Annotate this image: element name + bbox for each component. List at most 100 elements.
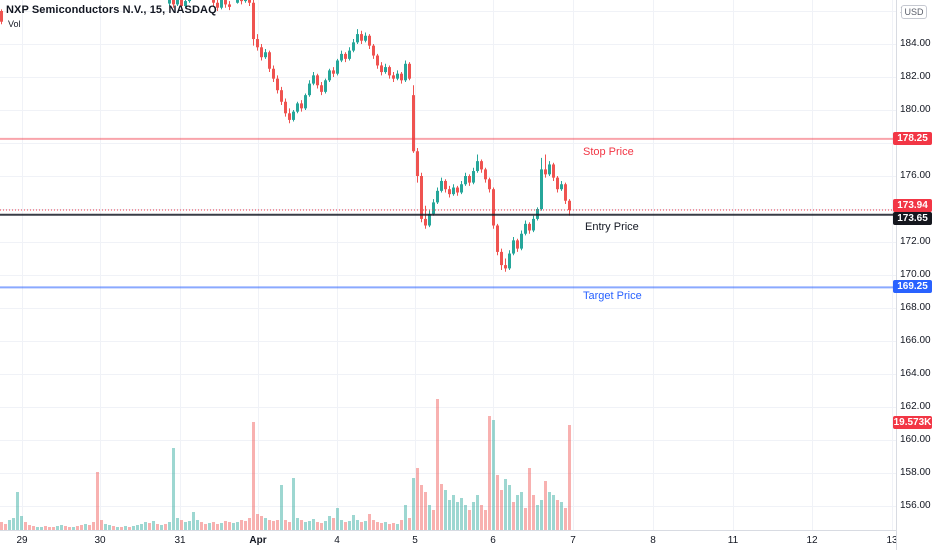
candle-body xyxy=(256,39,259,48)
time-axis[interactable]: 29 30 31 Apr 4 5 6 7 8 11 12 13 xyxy=(0,530,932,550)
time-axis-label: 11 xyxy=(727,535,739,546)
time-axis-label: 31 xyxy=(174,535,186,546)
volume-bar xyxy=(308,521,311,530)
time-axis-label: 8 xyxy=(650,535,656,546)
volume-bar xyxy=(112,526,115,530)
candle-body xyxy=(432,202,435,214)
volume-bar xyxy=(352,515,355,530)
candle-body xyxy=(220,0,223,8)
volume-bar xyxy=(160,525,163,530)
volume-bar xyxy=(16,492,19,530)
volume-bar xyxy=(0,522,3,530)
volume-bar xyxy=(136,525,139,530)
candle-body xyxy=(372,45,375,56)
candle-body xyxy=(524,223,527,234)
candle-body xyxy=(356,34,359,43)
volume-bar xyxy=(296,518,299,530)
volume-bar xyxy=(100,520,103,530)
volume-bar xyxy=(80,525,83,530)
volume-bar xyxy=(24,522,27,530)
volume-bar xyxy=(208,523,211,530)
candle-body xyxy=(404,63,407,81)
volume-bar xyxy=(188,521,191,530)
stop-price-badge: 178.25 xyxy=(893,132,932,145)
candle-body xyxy=(0,11,3,22)
candle-body xyxy=(228,4,231,7)
candle-body xyxy=(224,0,227,5)
candle-body xyxy=(552,164,555,178)
volume-bar xyxy=(316,522,319,530)
candle-body xyxy=(184,1,187,7)
volume-bar xyxy=(224,521,227,530)
stop-price-label: Stop Price xyxy=(583,146,634,158)
candle-body xyxy=(540,169,543,209)
volume-bar xyxy=(284,520,287,530)
volume-bar xyxy=(244,521,247,530)
price-axis[interactable]: 186.00 USD 184.00182.00180.00176.00172.0… xyxy=(893,0,932,550)
target-price-badge: 169.25 xyxy=(893,280,932,293)
candle-body xyxy=(516,240,519,249)
volume-bar xyxy=(12,518,15,530)
candle-body xyxy=(364,35,367,41)
volume-bar xyxy=(344,522,347,530)
volume-bar xyxy=(200,522,203,530)
price-axis-label: 182.00 xyxy=(900,71,931,82)
candle-body xyxy=(216,2,219,8)
volume-bar xyxy=(552,495,555,530)
volume-bar xyxy=(320,523,323,530)
time-axis-label: 13 xyxy=(886,535,898,546)
volume-bar xyxy=(96,472,99,530)
candle-body xyxy=(360,34,363,41)
price-axis-label: 180.00 xyxy=(900,104,931,115)
volume-bar xyxy=(248,518,251,530)
candle-body xyxy=(500,251,503,266)
volume-bar xyxy=(292,478,295,530)
volume-bar xyxy=(280,485,283,530)
chart-canvas[interactable]: NXP Semiconductors N.V., 15, NASDAQ Vol … xyxy=(0,0,896,530)
volume-bar xyxy=(424,492,427,530)
candle-body xyxy=(496,225,499,252)
volume-bar xyxy=(60,525,63,530)
candle-body xyxy=(168,0,171,4)
volume-bar xyxy=(36,527,39,530)
volume-bar xyxy=(44,526,47,530)
volume-bar xyxy=(384,522,387,530)
candle-body xyxy=(392,75,395,79)
time-axis-label: Apr xyxy=(249,535,267,546)
candle-body xyxy=(248,0,251,3)
candle-body xyxy=(512,240,515,254)
volume-bar xyxy=(548,492,551,530)
volume-bar xyxy=(32,526,35,530)
volume-bar xyxy=(468,510,471,530)
time-axis-label: 5 xyxy=(412,535,418,546)
candle-body xyxy=(384,67,387,73)
volume-bar xyxy=(124,526,127,530)
volume-bar xyxy=(152,521,155,530)
candle-body xyxy=(408,63,411,79)
volume-bar xyxy=(148,523,151,530)
candle-body xyxy=(316,75,319,86)
volume-bar xyxy=(232,523,235,530)
volume-bar xyxy=(256,514,259,530)
candle-body xyxy=(456,187,459,193)
volume-bar xyxy=(116,527,119,530)
price-axis-label: 166.00 xyxy=(900,335,931,346)
candle-body xyxy=(460,184,463,193)
candle-body xyxy=(504,265,507,269)
candle-body xyxy=(560,184,563,190)
volume-bar xyxy=(560,502,563,530)
volume-bar xyxy=(172,448,175,530)
time-axis-label: 4 xyxy=(334,535,340,546)
candle-body xyxy=(268,52,271,69)
currency-button[interactable]: USD xyxy=(901,5,927,19)
candle-body xyxy=(472,171,475,183)
candle-body xyxy=(448,189,451,195)
volume-bar xyxy=(276,520,279,530)
volume-bar xyxy=(532,495,535,530)
candle-body xyxy=(424,218,427,226)
volume-bar xyxy=(312,519,315,530)
candle-body xyxy=(468,176,471,183)
candle-body xyxy=(288,113,291,120)
candle-body xyxy=(212,0,215,3)
